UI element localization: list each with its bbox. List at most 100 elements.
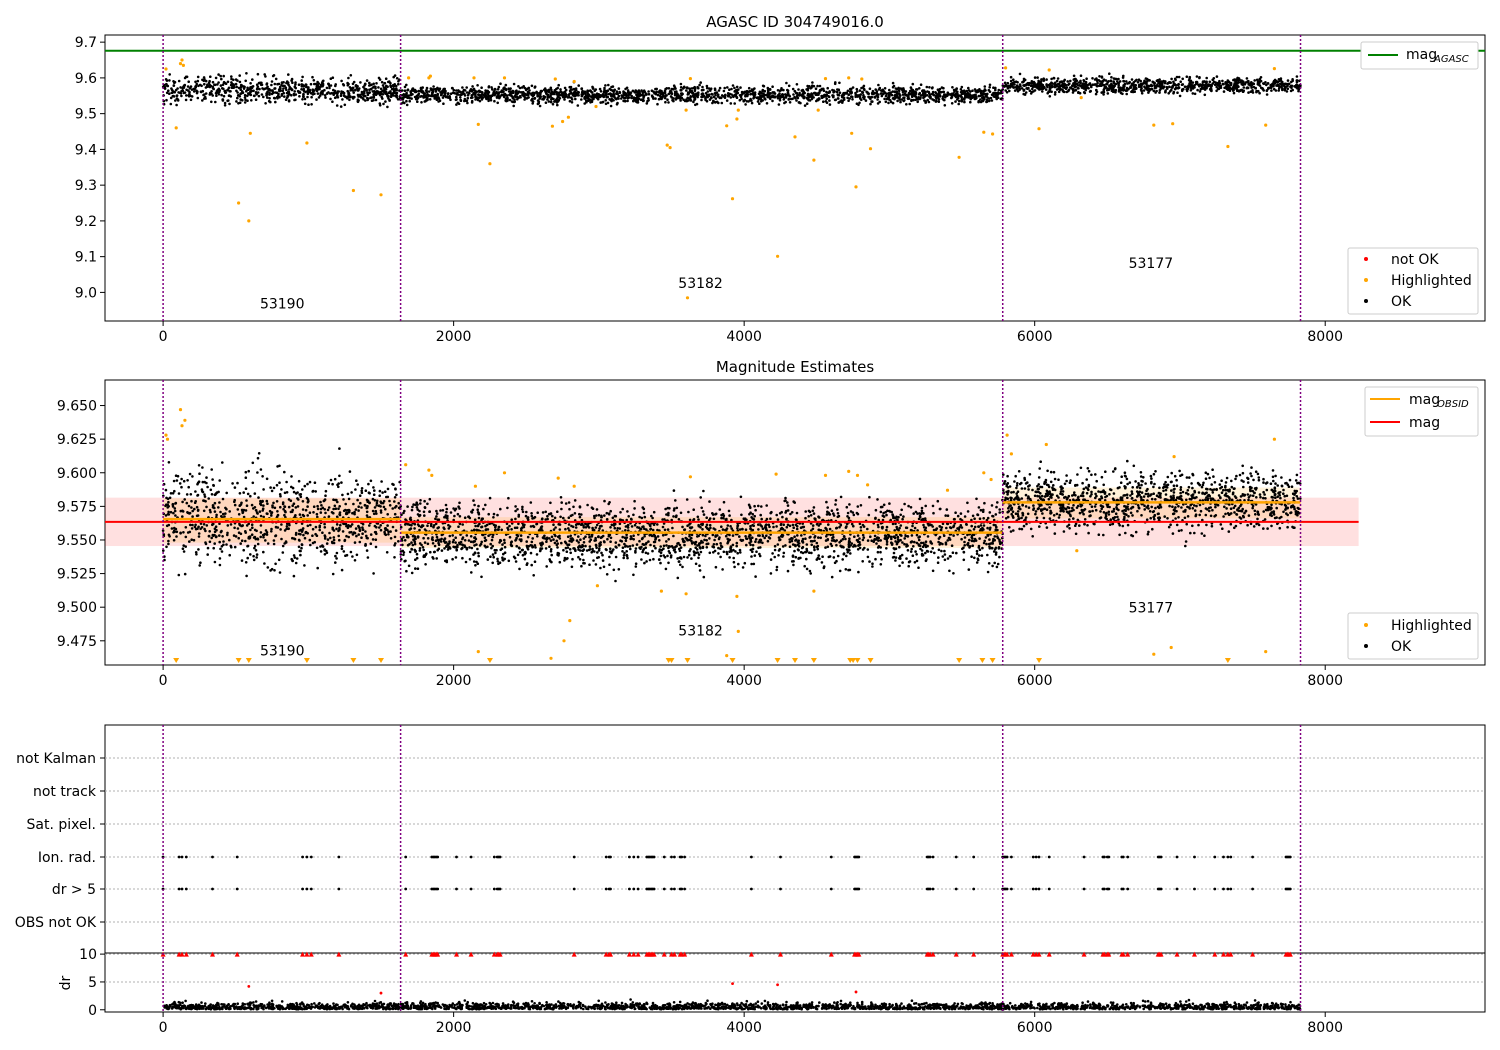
p1-ok-point (215, 94, 218, 97)
p1-ok-point (695, 102, 699, 106)
p2-ok-point (372, 572, 375, 575)
p1-ok-point (756, 100, 760, 103)
p1-ok-point (1015, 88, 1019, 91)
p1-ok-point (1218, 85, 1222, 88)
p1-ok-point (255, 87, 259, 90)
p1-ok-point (899, 100, 902, 104)
p1-ok-point (1091, 77, 1094, 80)
p2-ok-point (226, 524, 230, 527)
p1-ok-point (1272, 83, 1275, 87)
p1-highlighted-point (472, 76, 476, 80)
p1-ok-point (334, 96, 337, 99)
p2-ok-point (219, 510, 222, 514)
p2-ok-point (334, 507, 338, 511)
p1-ok-point (1266, 82, 1270, 85)
p1-ok-point (818, 89, 822, 92)
p2-ok-point (609, 540, 612, 543)
p1-ok-point (834, 81, 837, 84)
p1-ok-point (944, 95, 947, 99)
p1-ok-point (1045, 78, 1048, 81)
p1-ok-point (568, 92, 571, 96)
p1-ok-point (280, 83, 283, 87)
p1-ok-point (533, 96, 537, 100)
p1-ok-point (1229, 81, 1232, 85)
p1-ok-point (655, 87, 658, 91)
p1-ok-point (220, 77, 223, 81)
p2-ok-point (354, 488, 357, 491)
p1-ok-point (290, 88, 294, 92)
p1-ok-point (484, 91, 488, 95)
p1-ok-point (430, 88, 433, 92)
p1-ok-point (439, 93, 443, 97)
p1-ok-point (1201, 87, 1205, 90)
p1-ok-point (1033, 76, 1037, 79)
p1-ok-point (484, 89, 487, 92)
p1-ok-point (712, 95, 716, 99)
p1-ok-point (958, 99, 961, 103)
p1-ok-point (211, 94, 214, 97)
p2-ok-point (337, 507, 340, 511)
p1-ok-point (718, 96, 722, 99)
p1-ok-point (451, 87, 454, 90)
p1-ok-point (623, 96, 626, 100)
p1-highlighted-point (860, 77, 864, 81)
p1-ok-point (847, 93, 850, 96)
p2-ok-point (175, 535, 178, 538)
p1-ok-point (557, 93, 561, 97)
p1-ok-point (1162, 85, 1166, 88)
p2-ok-point (193, 507, 196, 511)
p1-ok-point (280, 81, 284, 84)
p1-ok-point (1185, 75, 1189, 78)
p1-highlighted-point (305, 141, 309, 145)
p2-ok-point (294, 561, 298, 565)
p2-ok-point (416, 567, 420, 570)
p1-ok-point (340, 90, 343, 93)
p1-ok-point (1096, 81, 1099, 85)
p1-ok-point (373, 92, 377, 96)
p1-ok-point (984, 89, 987, 92)
p2-ok-point (333, 504, 337, 508)
p1-ok-point (824, 100, 828, 103)
p1-ok-point (461, 86, 464, 89)
p1-ok-point (347, 76, 350, 80)
p1-ok-point (294, 98, 297, 102)
p1-ok-point (538, 104, 542, 108)
p2-ok-point (693, 553, 696, 557)
p1-ok-point (898, 98, 902, 101)
p2-ok-point (203, 495, 207, 498)
p1-ok-point (302, 92, 305, 96)
p1-ok-point (571, 88, 574, 91)
p1-ok-point (705, 86, 709, 90)
p1-ok-point (304, 83, 308, 86)
p2-ok-point (276, 510, 279, 513)
p1-ok-point (556, 86, 559, 90)
p1-ok-point (689, 97, 692, 101)
p2-ok-point (274, 562, 277, 566)
p1-ok-point (587, 94, 590, 98)
p2-ok-point (258, 510, 262, 513)
p1-ok-point (466, 93, 470, 97)
p1-ok-point (689, 90, 692, 93)
p1-ok-point (210, 90, 213, 93)
p2-ok-point (316, 507, 320, 511)
p1-ok-point (1175, 75, 1179, 79)
legend-ok: OK (1391, 294, 1412, 310)
p1-ok-point (632, 99, 635, 103)
p2-ok-point (256, 471, 259, 474)
p1-ok-point (1012, 86, 1015, 89)
p2-ok-point (795, 511, 799, 515)
p1-ok-point (1029, 92, 1033, 95)
p2-ok-point (357, 524, 360, 528)
p1-ok-point (969, 94, 972, 98)
p1-ok-point (902, 99, 905, 103)
p2-ok-point (256, 456, 260, 460)
p1-ok-point (1242, 86, 1246, 89)
p1-ok-point (526, 87, 529, 91)
p1-ok-point (469, 88, 473, 91)
p1-ok-point (867, 92, 870, 95)
p1-ok-point (950, 102, 954, 105)
p2-ok-point (207, 534, 211, 538)
p2-ok-point (324, 511, 327, 515)
p2-ok-point (393, 535, 397, 539)
p1-ok-point (1203, 93, 1207, 97)
